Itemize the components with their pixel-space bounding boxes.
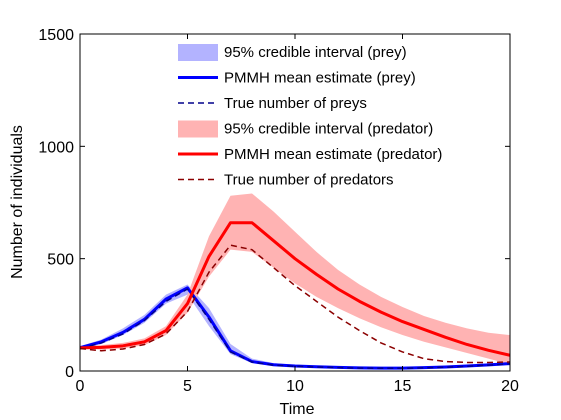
x-tick-label: 10 — [286, 378, 304, 395]
true-number-of-preys-line — [80, 288, 510, 370]
legend-label: 95% credible interval (prey) — [224, 44, 407, 61]
y-axis-label: Number of individuals — [9, 125, 26, 279]
y-tick-label: 1500 — [38, 27, 74, 44]
true-number-of-predators-line — [80, 244, 510, 364]
x-tick-label: 5 — [183, 378, 192, 395]
y-tick-label: 0 — [65, 364, 74, 381]
plot-area — [80, 193, 510, 370]
y-tick-label: 500 — [47, 252, 74, 269]
legend-label: 95% credible interval (predator) — [224, 121, 433, 138]
legend: 95% credible interval (prey) PMMH mean es… — [178, 44, 442, 189]
axes: 0 5 10 15 20 0 500 1000 1500 Time Number of ind… — [9, 27, 519, 418]
legend-label: PMMH mean estimate (predator) — [224, 146, 442, 163]
legend-item-true-number-of-preys: True number of preys — [178, 95, 367, 112]
pmmh-mean-estimate-predator-line — [80, 221, 510, 357]
legend-item-95-credible-interval-prey: 95% credible interval (prey) — [178, 44, 407, 61]
y-tick-label: 1000 — [38, 139, 74, 156]
legend-label: True number of preys — [224, 95, 367, 112]
legend-label: True number of predators — [224, 172, 394, 189]
legend-label: PMMH mean estimate (prey) — [224, 70, 416, 87]
legend-swatch — [178, 120, 218, 138]
x-tick-label: 0 — [76, 378, 85, 395]
legend-item-pmmh-mean-estimate-predator: PMMH mean estimate (predator) — [178, 146, 442, 163]
x-tick-label: 15 — [394, 378, 412, 395]
legend-item-true-number-of-predators: True number of predators — [178, 172, 394, 189]
legend-item-95-credible-interval-predator: 95% credible interval (predator) — [178, 120, 433, 138]
legend-item-pmmh-mean-estimate-prey: PMMH mean estimate (prey) — [178, 70, 416, 87]
axes-box — [79, 33, 511, 372]
x-axis-label: Time — [280, 401, 315, 418]
y-axis-ticks: 0 500 1000 1500 — [38, 27, 510, 381]
x-tick-label: 20 — [501, 378, 519, 395]
legend-swatch — [178, 44, 218, 61]
